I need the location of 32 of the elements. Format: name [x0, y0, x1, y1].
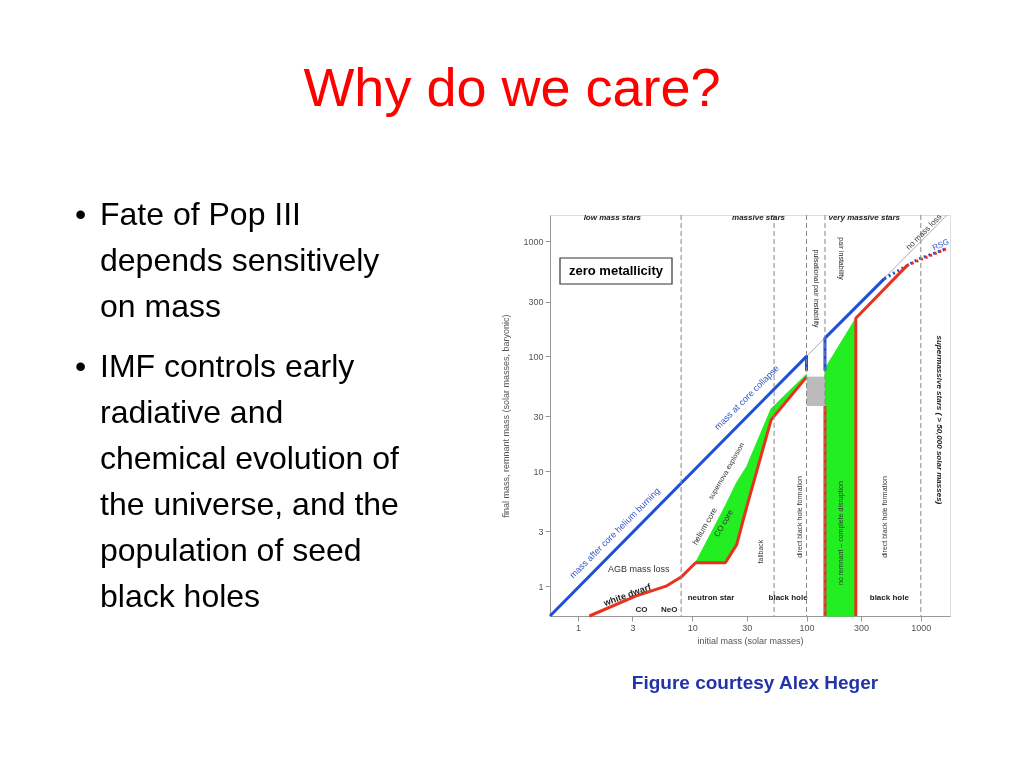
x-tick-label: 300 — [854, 622, 870, 633]
text: • IMF controls early radiative and chemical evolution of the universe, and the population of seed black holes — [75, 348, 399, 614]
text: Figure courtesy Alex Heger — [631, 672, 879, 693]
x-axis-title: initial mass (solar masses) — [697, 635, 804, 646]
annotation: RSG — [930, 236, 951, 253]
y-tick-label: 1000 — [523, 236, 544, 247]
y-tick-label: 10 — [533, 466, 544, 477]
annotation: zero metallicity — [569, 263, 664, 278]
text: • Fate of Pop III depends sensitively on mass — [75, 196, 380, 324]
x-tick-label: 100 — [799, 622, 815, 633]
y-tick-label: 3 — [538, 526, 544, 537]
x-tick-label: 1 — [575, 622, 581, 633]
y-axis-title: final mass, remnant mass (solar masses, baryonic) — [501, 314, 512, 518]
annotation: CO — [635, 605, 648, 615]
x-tick-label: 10 — [687, 622, 698, 633]
chart-title: Why do we care? — [303, 57, 721, 117]
x-tick-label: 1000 — [911, 622, 932, 633]
x-tick-label: 30 — [742, 622, 753, 633]
y-tick-label: 100 — [528, 351, 544, 362]
annotation: black hole — [869, 592, 910, 602]
annotation: black hole — [768, 592, 809, 602]
annotation: AGB mass loss — [607, 564, 670, 575]
annotation: low mass stars — [583, 213, 642, 223]
annotation: very massive stars — [828, 213, 901, 223]
annotation: massive stars — [732, 213, 786, 223]
annotation: neutron star — [687, 592, 735, 602]
y-tick-label: 300 — [528, 297, 544, 308]
y-tick-label: 30 — [533, 411, 544, 422]
x-tick-label: 3 — [630, 622, 636, 633]
annotation: NeO — [661, 605, 678, 615]
y-tick-label: 1 — [538, 581, 544, 592]
annotation: supermassive stars ( > 50,000 solar masses) — [935, 335, 945, 505]
